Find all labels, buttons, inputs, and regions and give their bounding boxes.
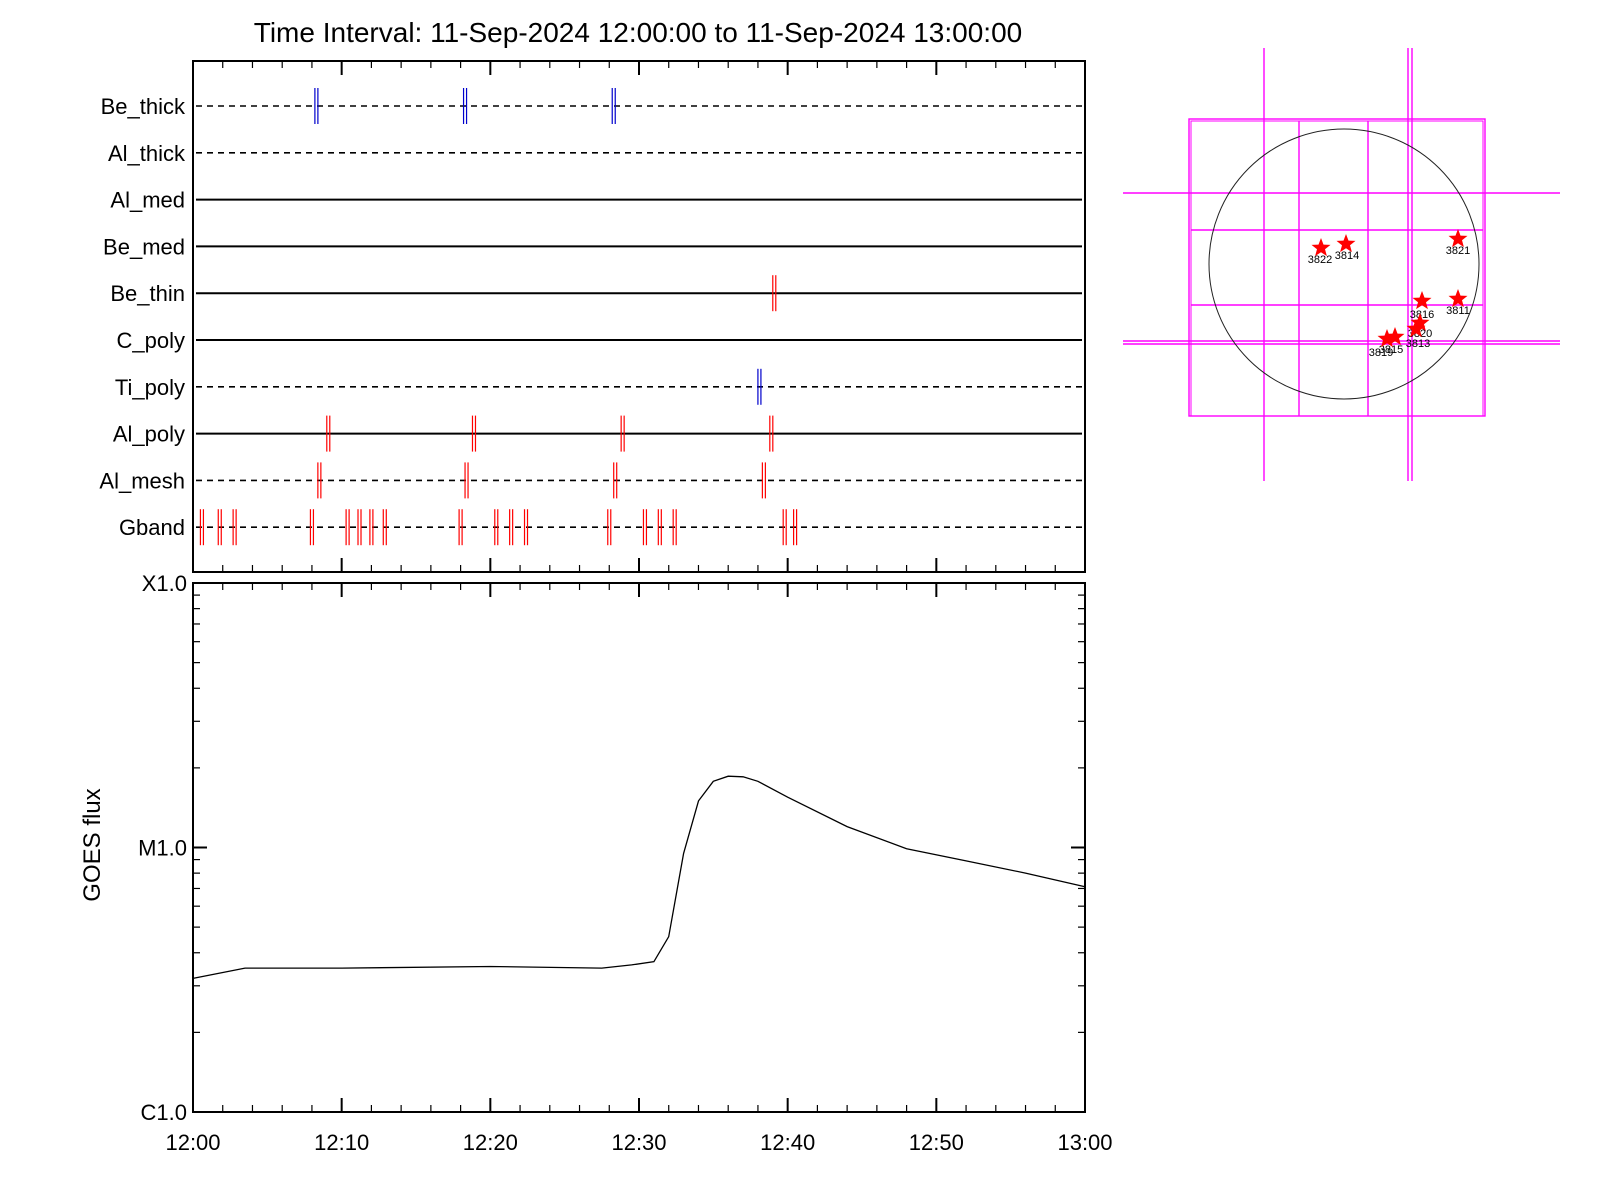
x-tick-label: 12:10 xyxy=(314,1130,369,1155)
star-icon xyxy=(1406,319,1426,338)
star-icon xyxy=(1412,291,1432,310)
goes-flux-line xyxy=(192,775,1086,980)
goes-y-axis-label: GOES flux xyxy=(79,788,106,901)
star-icon xyxy=(1311,238,1331,257)
star-icon xyxy=(1377,329,1397,348)
active-region-label: 3813 xyxy=(1406,338,1430,350)
star-icon xyxy=(1336,234,1356,253)
active-region-marker: 3821 xyxy=(1446,229,1470,257)
map-field-box xyxy=(1190,120,1484,417)
y-tick-label: X1.0 xyxy=(142,571,187,596)
timeline-row-label: Al_med xyxy=(110,188,185,213)
x-tick-label: 12:00 xyxy=(165,1130,220,1155)
timeline-row: Al_mesh xyxy=(99,462,1082,499)
x-tick-label: 12:30 xyxy=(611,1130,666,1155)
timeline-row-label: Al_mesh xyxy=(99,468,185,493)
x-tick-label: 12:20 xyxy=(463,1130,518,1155)
timeline-row: Be_med xyxy=(103,234,1082,259)
timeline-row-label: C_poly xyxy=(117,328,185,353)
timeline-row-label: Be_thin xyxy=(110,281,185,306)
star-icon xyxy=(1448,289,1468,308)
star-icon xyxy=(1410,313,1430,332)
timeline-row-label: Be_med xyxy=(103,234,185,259)
timeline-row: Be_thin xyxy=(110,275,1082,312)
timeline-row: Al_poly xyxy=(113,415,1082,452)
active-region-marker: 3822 xyxy=(1308,238,1332,266)
timeline-row: Al_med xyxy=(110,188,1082,213)
active-region-marker: 3816 xyxy=(1410,291,1434,321)
timeline-row: Ti_poly xyxy=(115,368,1082,405)
active-region-marker: 3811 xyxy=(1446,289,1470,317)
timeline-row: Gband xyxy=(119,509,1082,546)
star-icon xyxy=(1448,229,1468,248)
y-tick-label: C1.0 xyxy=(141,1100,187,1125)
timeline-row-label: Ti_poly xyxy=(115,375,185,400)
timeline-row-label: Be_thick xyxy=(101,94,186,119)
x-tick-label: 12:40 xyxy=(760,1130,815,1155)
map-markers: 382238143821381638113820381338153819 xyxy=(1308,229,1470,359)
timeline-rows: Be_thick Al_thick Al_med Be_med Be_thin C_pol… xyxy=(99,88,1082,546)
active-region-label: 3814 xyxy=(1335,250,1359,262)
x-tick-label: 12:50 xyxy=(909,1130,964,1155)
active-region-marker: 3814 xyxy=(1335,234,1359,262)
instrument-timeline-panel: Be_thick Al_thick Al_med Be_med Be_thin C_pol… xyxy=(99,60,1086,573)
timeline-row: Al_thick xyxy=(108,141,1082,166)
active-region-label: 3816 xyxy=(1410,309,1434,321)
goes-plot-frame xyxy=(192,582,1086,1113)
timeline-row-label: Gband xyxy=(119,515,185,540)
solar-disk-map: 382238143821381638113820381338153819 xyxy=(1123,48,1560,481)
active-region-label: 3821 xyxy=(1446,245,1470,257)
active-region-label: 3815 xyxy=(1379,344,1403,356)
goes-flux-plot: 12:00 12:10 12:20 12:30 12:40 12:50 13:00 C1.0 M… xyxy=(79,571,1113,1155)
y-tick-label: M1.0 xyxy=(138,836,187,861)
active-region-marker: 3813 xyxy=(1406,319,1430,350)
map-field-box xyxy=(1188,118,1486,417)
map-grid xyxy=(1123,48,1560,481)
chart-title: Time Interval: 11-Sep-2024 12:00:00 to 1… xyxy=(254,17,1022,48)
timeline-ticks xyxy=(192,61,1086,572)
active-region-label: 3811 xyxy=(1446,305,1470,317)
timeline-frame xyxy=(192,60,1086,573)
goes-axes: 12:00 12:10 12:20 12:30 12:40 12:50 13:00 C1.0 M… xyxy=(138,571,1112,1155)
timeline-row: Be_thick xyxy=(101,88,1082,124)
timeline-row: C_poly xyxy=(117,328,1082,353)
timeline-row-label: Al_poly xyxy=(113,422,185,447)
active-region-label: 3819 xyxy=(1369,347,1393,359)
active-region-label: 3822 xyxy=(1308,254,1332,266)
active-region-marker: 3819 xyxy=(1369,329,1397,359)
x-tick-label: 13:00 xyxy=(1057,1130,1112,1155)
solar-limb xyxy=(1208,128,1480,400)
timeline-row-label: Al_thick xyxy=(108,141,186,166)
